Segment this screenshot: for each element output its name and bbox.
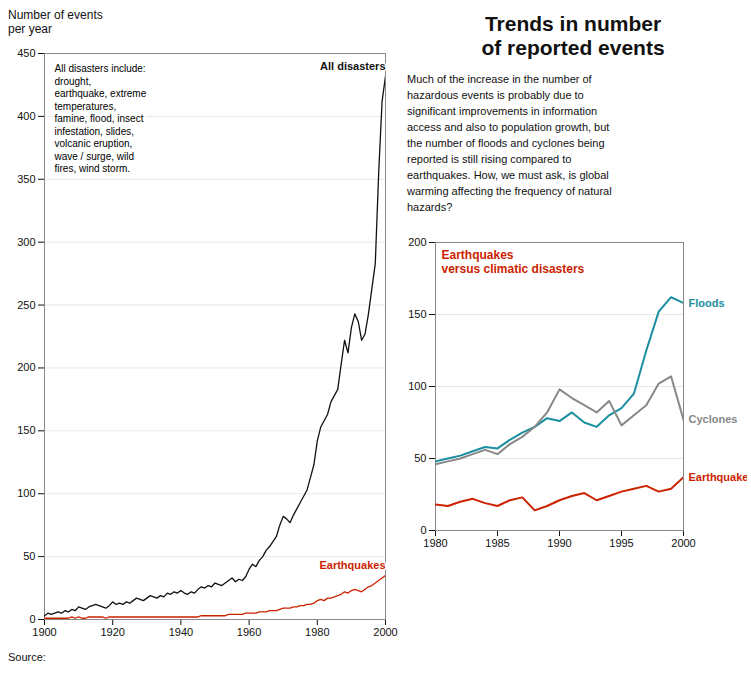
svg-text:450: 450 xyxy=(17,47,35,59)
svg-text:150: 150 xyxy=(17,424,35,436)
svg-text:150: 150 xyxy=(408,308,426,320)
svg-text:All disasters: All disasters xyxy=(320,59,385,71)
svg-text:1940: 1940 xyxy=(169,626,193,638)
svg-text:100: 100 xyxy=(408,380,426,392)
svg-text:0: 0 xyxy=(29,613,35,625)
svg-text:400: 400 xyxy=(17,110,35,122)
svg-text:1960: 1960 xyxy=(237,626,261,638)
svg-text:Earthquakes: Earthquakes xyxy=(319,559,385,571)
html-text:Source:: Source: xyxy=(8,650,46,663)
svg-text:1920: 1920 xyxy=(100,626,124,638)
svg-text:50: 50 xyxy=(414,452,426,464)
svg-text:1995: 1995 xyxy=(609,537,633,549)
svg-text:Earthquakesversus climatic dis: Earthquakesversus climatic disasters xyxy=(442,247,585,275)
svg-text:0: 0 xyxy=(420,524,426,536)
svg-text:All disasters include:drought,: All disasters include:drought,earthquake… xyxy=(54,63,147,174)
svg-text:1980: 1980 xyxy=(305,626,329,638)
svg-text:1980: 1980 xyxy=(423,537,447,549)
svg-text:Cyclones: Cyclones xyxy=(689,413,738,425)
svg-text:2000: 2000 xyxy=(671,537,695,549)
svg-text:200: 200 xyxy=(17,361,35,373)
svg-text:100: 100 xyxy=(17,487,35,499)
svg-text:300: 300 xyxy=(17,235,35,247)
svg-text:Floods: Floods xyxy=(689,296,725,308)
svg-text:50: 50 xyxy=(23,550,35,562)
svg-text:1990: 1990 xyxy=(547,537,571,549)
svg-text:Earthquakes: Earthquakes xyxy=(689,470,748,482)
svg-text:2000: 2000 xyxy=(373,626,397,638)
svg-text:250: 250 xyxy=(17,298,35,310)
html-text:Trends in number of reported e: Trends in number of reported events xyxy=(481,12,665,60)
svg-text:1985: 1985 xyxy=(485,537,509,549)
svg-text:1900: 1900 xyxy=(32,626,56,638)
svg-text:200: 200 xyxy=(408,236,426,248)
html-text:Much of the increase in the nu: Much of the increase in the number of ha… xyxy=(407,73,612,213)
html-text:Number of events per year: Number of events per year xyxy=(8,8,103,37)
svg-text:350: 350 xyxy=(17,173,35,185)
